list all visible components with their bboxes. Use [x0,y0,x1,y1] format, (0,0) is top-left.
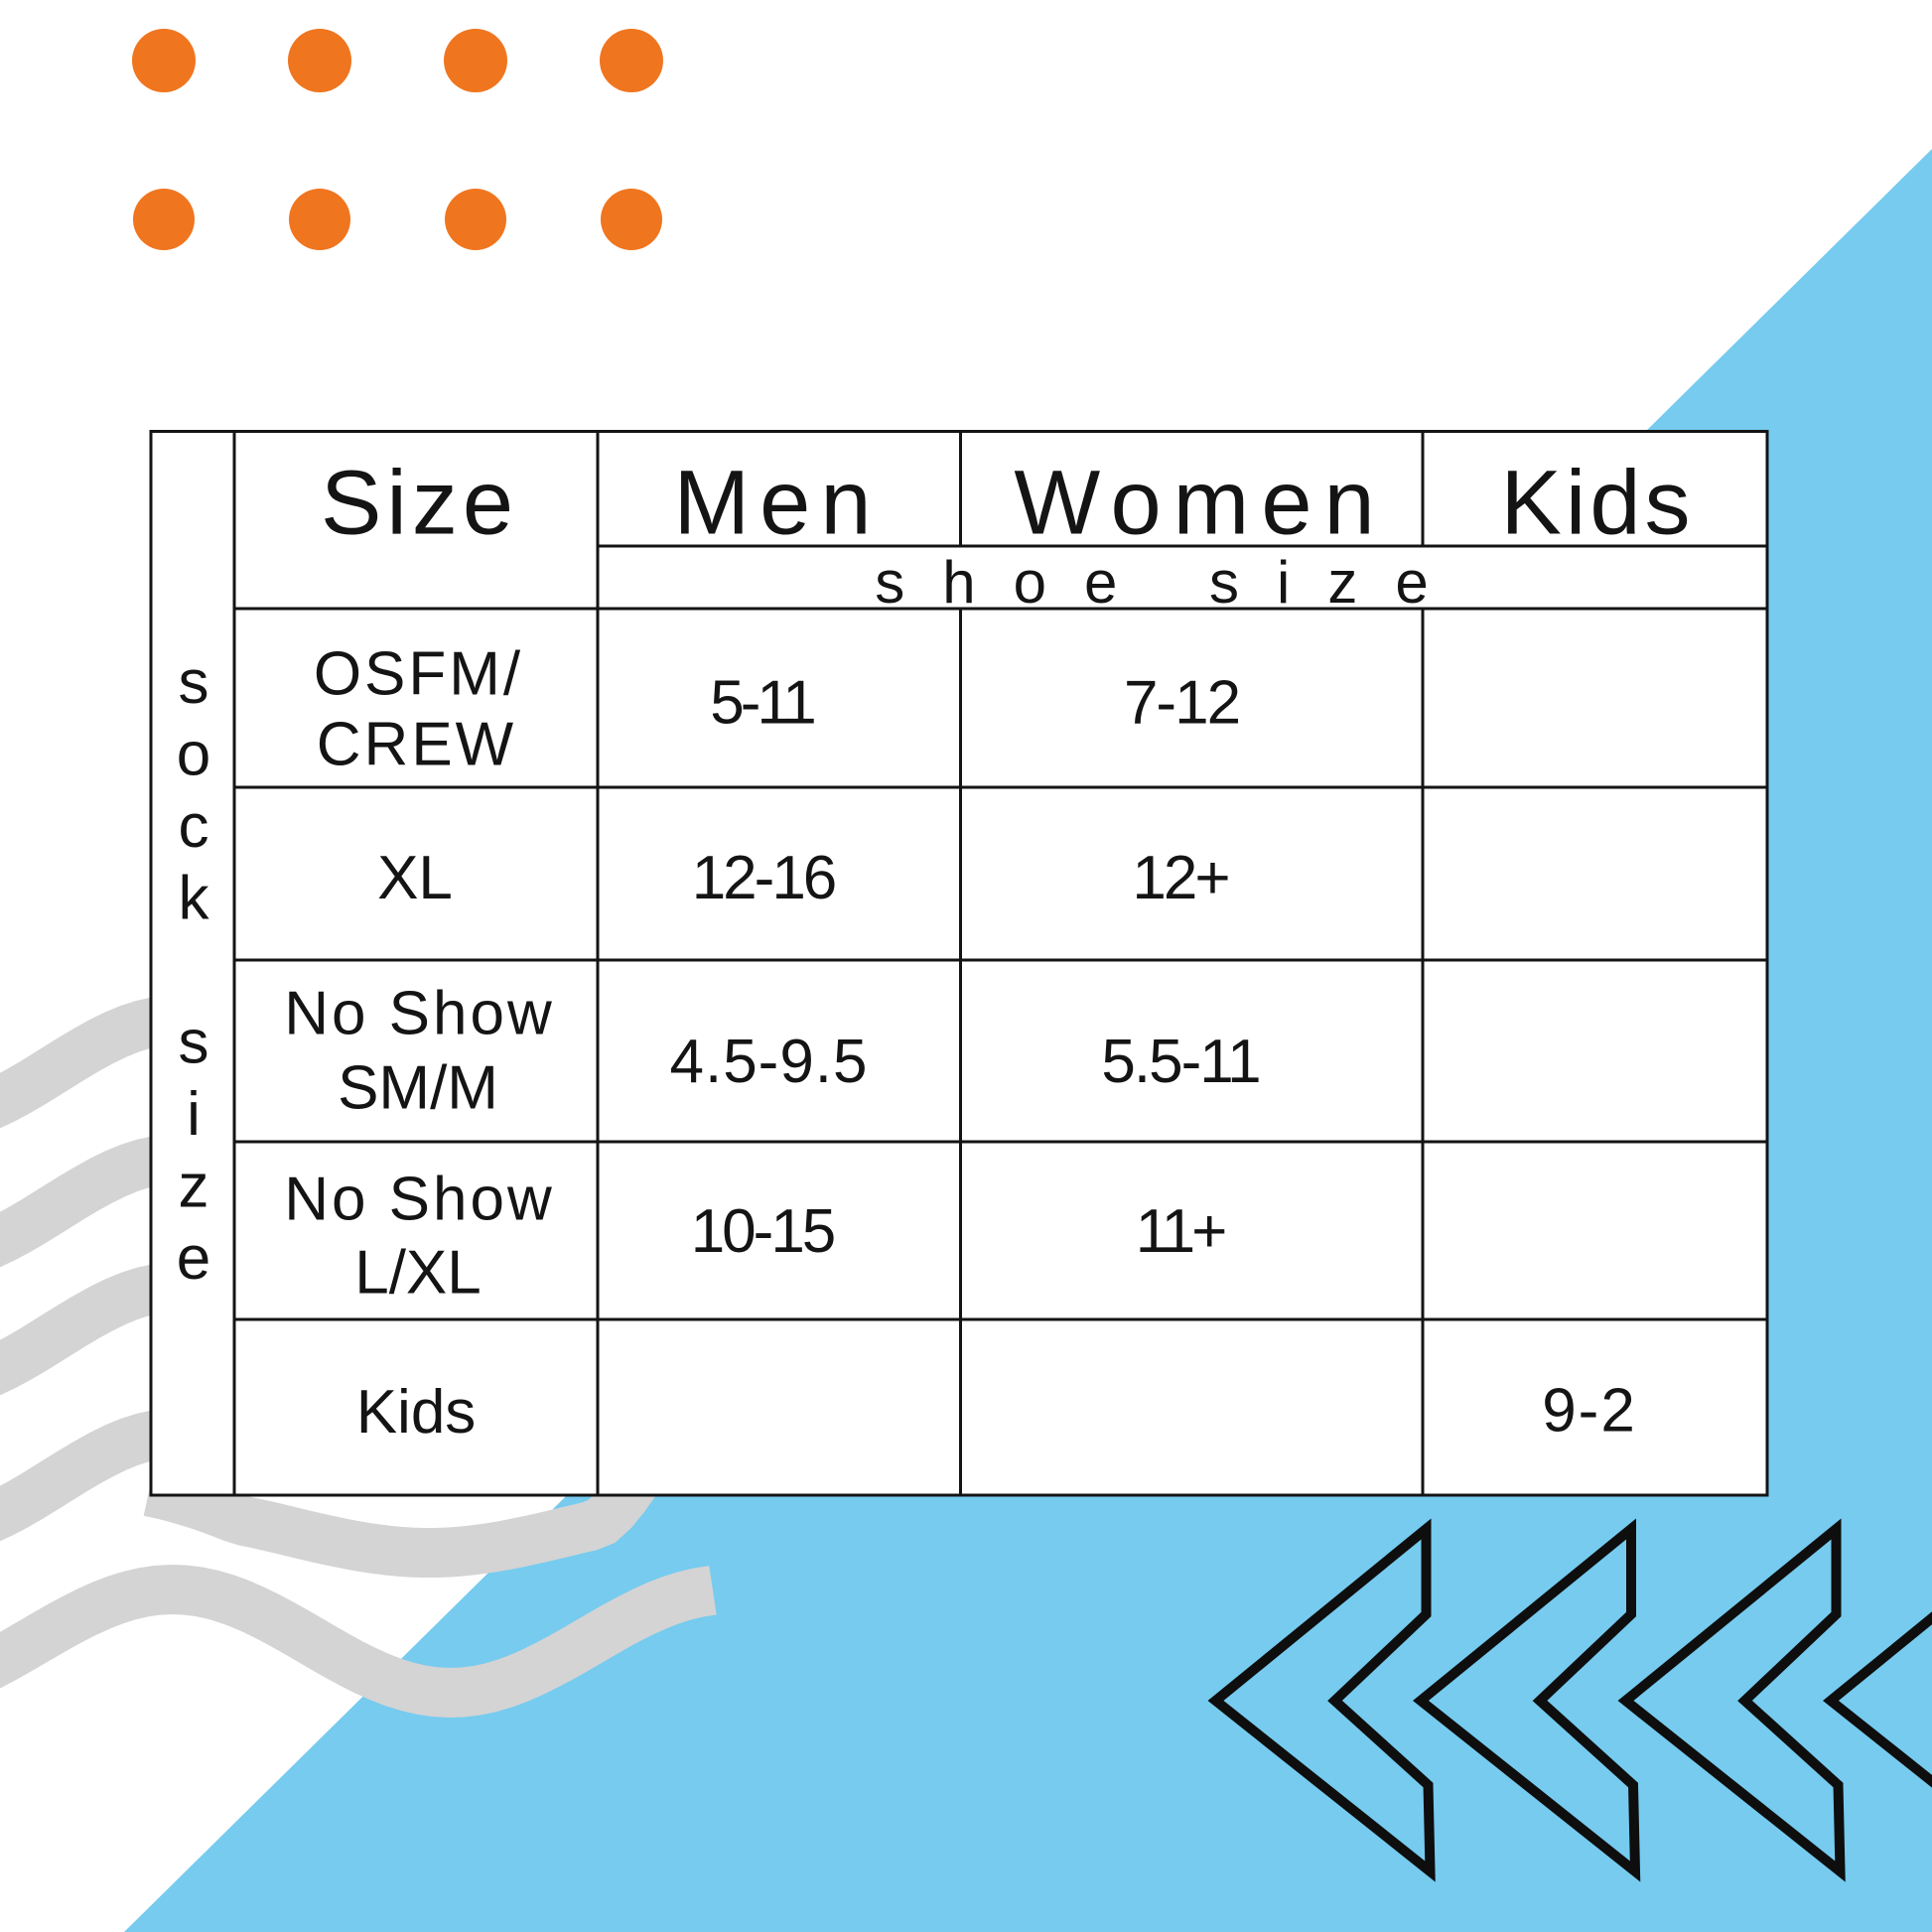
svg-text:i: i [187,1080,201,1149]
svg-text:L/XL: L/XL [354,1239,482,1308]
svg-text:XL: XL [377,844,453,912]
svg-text:c: c [179,792,209,861]
svg-text:s: s [179,1009,209,1077]
svg-text:SM/M: SM/M [338,1054,498,1123]
svg-text:CREW: CREW [317,711,516,779]
svg-text:5.5-11: 5.5-11 [1101,1028,1259,1096]
svg-text:12+: 12+ [1132,844,1228,912]
svg-text:z: z [179,1153,209,1221]
svg-text:Men: Men [674,453,882,554]
svg-text:k: k [179,865,210,933]
svg-text:Size: Size [321,453,518,554]
svg-text:o: o [177,721,210,789]
svg-text:shoe size: shoe size [875,549,1465,616]
svg-text:Kids: Kids [1501,453,1695,554]
svg-text:No Show: No Show [284,1166,555,1234]
svg-text:11+: 11+ [1136,1197,1225,1266]
svg-text:e: e [177,1224,210,1293]
svg-text:5-11: 5-11 [710,669,814,738]
svg-text:10-15: 10-15 [691,1197,834,1266]
svg-text:Women: Women [1014,453,1386,554]
svg-text:s: s [179,648,209,717]
svg-text:OSFM/: OSFM/ [314,640,523,709]
svg-text:9-2: 9-2 [1542,1377,1637,1446]
svg-text:4.5-9.5: 4.5-9.5 [669,1028,868,1096]
svg-text:No Show: No Show [284,980,555,1048]
svg-text:7-12: 7-12 [1124,669,1239,738]
svg-text:Kids: Kids [356,1378,477,1447]
svg-text:12-16: 12-16 [692,844,835,912]
